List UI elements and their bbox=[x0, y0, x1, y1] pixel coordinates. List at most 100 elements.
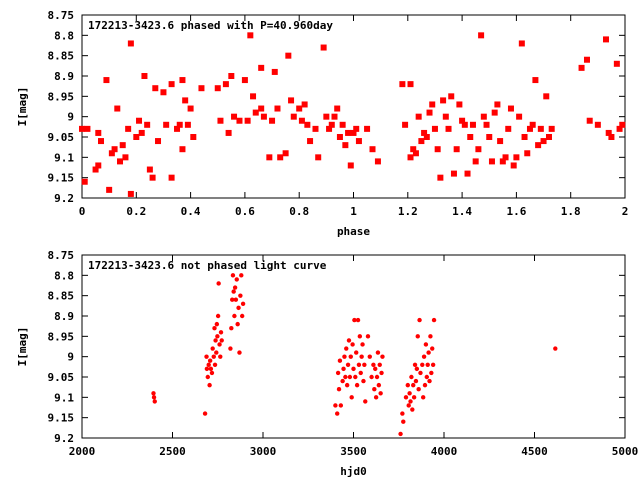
data-point bbox=[369, 374, 374, 380]
data-point bbox=[84, 125, 91, 132]
x-tick-label: 3500 bbox=[340, 445, 367, 458]
data-point bbox=[205, 374, 210, 380]
data-point bbox=[342, 142, 349, 149]
data-point bbox=[282, 150, 289, 157]
data-point bbox=[312, 125, 319, 132]
data-point bbox=[529, 121, 536, 128]
data-point bbox=[402, 121, 409, 128]
data-point bbox=[127, 40, 134, 47]
data-point bbox=[423, 342, 429, 347]
data-point bbox=[209, 370, 215, 376]
data-point bbox=[215, 313, 221, 319]
x-tick-label: 0.8 bbox=[289, 205, 309, 218]
data-point bbox=[95, 162, 102, 169]
data-point bbox=[608, 134, 615, 140]
data-point bbox=[401, 419, 406, 424]
y-tick-label: 9.1 bbox=[54, 391, 74, 404]
data-point bbox=[252, 109, 259, 116]
data-point bbox=[407, 81, 414, 88]
data-point bbox=[375, 350, 381, 355]
data-point bbox=[353, 125, 360, 132]
data-point bbox=[320, 44, 327, 51]
data-point bbox=[138, 129, 145, 136]
data-point bbox=[497, 138, 504, 145]
data-point bbox=[337, 358, 343, 363]
data-point bbox=[537, 125, 544, 132]
data-point bbox=[269, 117, 276, 124]
data-point bbox=[219, 338, 224, 343]
data-point bbox=[301, 101, 308, 108]
data-point bbox=[210, 346, 215, 351]
data-point bbox=[271, 68, 278, 75]
data-point bbox=[453, 146, 460, 153]
data-point bbox=[340, 378, 345, 384]
data-point bbox=[363, 399, 368, 404]
data-point bbox=[437, 174, 444, 181]
y-axis-label: I[mag] bbox=[16, 327, 29, 367]
y-tick-label: 9.2 bbox=[54, 432, 74, 445]
data-point bbox=[424, 374, 430, 380]
data-point bbox=[371, 362, 376, 367]
data-point bbox=[114, 105, 121, 112]
data-point bbox=[79, 125, 85, 132]
data-point bbox=[152, 85, 159, 92]
data-point bbox=[274, 105, 281, 112]
data-point bbox=[510, 162, 517, 169]
data-point bbox=[412, 150, 419, 157]
data-point bbox=[237, 350, 242, 355]
data-point bbox=[412, 362, 418, 367]
x-tick-label: 1.6 bbox=[506, 205, 526, 218]
y-axis-label: I[mag] bbox=[16, 87, 29, 127]
data-point bbox=[376, 382, 382, 388]
data-point bbox=[335, 370, 341, 376]
data-point bbox=[212, 362, 218, 367]
data-point bbox=[513, 154, 520, 161]
data-point bbox=[398, 431, 403, 437]
data-point bbox=[290, 113, 297, 120]
data-point bbox=[365, 334, 371, 339]
data-point bbox=[231, 113, 238, 120]
data-point bbox=[480, 113, 487, 120]
data-point bbox=[182, 97, 189, 104]
data-point bbox=[516, 113, 523, 120]
data-point bbox=[350, 129, 357, 136]
data-point bbox=[408, 399, 413, 404]
data-point bbox=[168, 174, 175, 181]
x-tick-label: 0.2 bbox=[126, 205, 146, 218]
data-point bbox=[483, 121, 490, 128]
data-point bbox=[357, 334, 363, 339]
data-point bbox=[174, 125, 181, 132]
data-point bbox=[239, 313, 245, 319]
data-point bbox=[277, 154, 284, 161]
data-point bbox=[232, 285, 238, 290]
data-point bbox=[456, 101, 463, 108]
x-axis-label: hjd0 bbox=[340, 465, 367, 478]
data-point bbox=[117, 158, 124, 165]
data-point bbox=[488, 158, 495, 165]
data-point bbox=[342, 354, 347, 359]
data-point bbox=[187, 105, 194, 112]
x-tick-label: 1.8 bbox=[561, 205, 581, 218]
data-point bbox=[605, 129, 612, 136]
data-point bbox=[416, 387, 421, 392]
data-point bbox=[373, 395, 379, 400]
data-point bbox=[217, 117, 224, 124]
data-point bbox=[411, 395, 417, 400]
data-point bbox=[211, 354, 216, 359]
data-point bbox=[239, 273, 244, 278]
data-point bbox=[421, 129, 428, 136]
data-point bbox=[380, 354, 385, 359]
data-point bbox=[373, 366, 378, 372]
data-point bbox=[266, 154, 273, 161]
data-point bbox=[235, 321, 240, 327]
data-point bbox=[228, 73, 235, 79]
y-tick-label: 8.75 bbox=[48, 249, 75, 262]
data-point bbox=[355, 317, 361, 323]
data-point bbox=[141, 73, 148, 79]
data-point bbox=[410, 146, 417, 153]
data-point bbox=[367, 354, 372, 359]
data-point bbox=[214, 321, 220, 327]
data-point bbox=[420, 395, 426, 400]
data-point bbox=[400, 411, 405, 416]
data-point bbox=[431, 317, 437, 323]
